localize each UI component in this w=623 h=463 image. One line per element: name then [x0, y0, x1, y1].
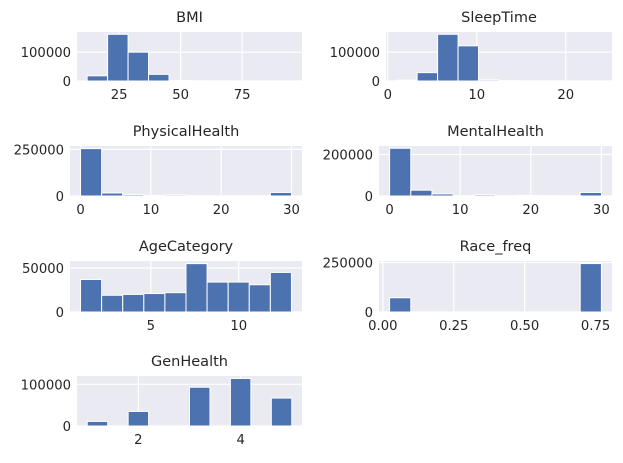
panel-title: PhysicalHealth: [133, 124, 240, 140]
x-tick-label: 10: [142, 203, 159, 218]
x-tick-label: 0: [384, 88, 392, 103]
bar: [269, 271, 292, 313]
bar: [127, 410, 150, 427]
panel-title: Race_freq: [460, 239, 532, 255]
bar: [107, 33, 129, 82]
x-tick-label: 0.00: [368, 319, 397, 334]
bar: [416, 72, 439, 82]
y-tick-label: 0: [365, 306, 373, 321]
bar: [389, 147, 412, 197]
y-tick-label: 0: [56, 190, 64, 205]
plot-area-race-freq: [379, 261, 612, 312]
bar: [478, 79, 500, 82]
bar: [579, 263, 602, 313]
bar: [86, 420, 109, 427]
panel-title: GenHealth: [151, 354, 228, 370]
panel-physicalhealth: PhysicalHealth 0 10 20 30 0 250000: [14, 124, 302, 218]
bar: [437, 33, 459, 82]
x-tick-label: 0: [76, 203, 84, 218]
panel-title: AgeCategory: [139, 239, 234, 255]
bar: [269, 191, 292, 197]
y-tick-label: 0: [372, 75, 380, 90]
x-tick-label: 10: [452, 203, 469, 218]
x-tick-label: 10: [468, 88, 485, 103]
bar: [101, 192, 124, 197]
plot-area-physicalhealth: [70, 146, 302, 196]
x-tick-label: 4: [236, 433, 244, 448]
y-tick-label: 50000: [22, 262, 64, 277]
bar: [457, 45, 480, 82]
y-tick-label: 0: [63, 420, 71, 435]
panel-title: MentalHealth: [447, 124, 544, 140]
bar: [227, 281, 250, 313]
y-tick-label: 100000: [330, 46, 380, 61]
bar: [579, 191, 602, 197]
y-tick-label: 200000: [323, 149, 373, 164]
bar: [143, 293, 166, 313]
bar: [410, 189, 433, 197]
y-tick-label: 250000: [323, 257, 373, 272]
x-tick-label: 25: [111, 88, 128, 103]
bar: [229, 378, 252, 427]
x-tick-label: 0: [385, 203, 393, 218]
panel-sleeptime: SleepTime 0 10 20 0 100000: [330, 10, 612, 103]
bar: [185, 263, 208, 313]
panel-title: BMI: [176, 10, 203, 26]
bar: [164, 292, 187, 313]
bar: [248, 284, 271, 313]
x-tick-label: 30: [593, 203, 610, 218]
bar: [206, 281, 229, 313]
x-tick-label: 75: [234, 88, 251, 103]
y-tick-label: 250000: [14, 143, 64, 158]
bar: [431, 193, 454, 197]
x-tick-label: 10: [230, 319, 247, 334]
y-tick-label: 100000: [21, 46, 71, 61]
y-tick-label: 0: [56, 306, 64, 321]
panel-bmi: BMI 25 50 75 0 100000: [21, 10, 302, 103]
y-tick-label: 0: [63, 75, 71, 90]
bar: [127, 51, 150, 82]
bar: [148, 73, 170, 82]
x-tick-label: 20: [557, 88, 574, 103]
bar: [80, 148, 103, 197]
bar: [189, 386, 211, 427]
bar: [143, 194, 166, 197]
bar: [270, 397, 293, 427]
x-tick-label: 2: [134, 433, 142, 448]
bar: [80, 278, 103, 313]
panel-agecategory: AgeCategory 5 10 0 50000: [22, 239, 302, 334]
x-tick-label: 0.50: [510, 319, 539, 334]
y-tick-label: 100000: [21, 378, 71, 393]
bar: [473, 194, 496, 197]
x-tick-label: 5: [147, 319, 155, 334]
panel-mentalhealth: MentalHealth 0 10 20 30 0 200000: [323, 124, 612, 218]
bar: [389, 297, 412, 313]
x-tick-label: 20: [213, 203, 230, 218]
bar: [101, 294, 124, 313]
panel-title: SleepTime: [461, 10, 537, 26]
bar: [122, 194, 145, 197]
bar: [396, 79, 418, 82]
x-tick-label: 30: [283, 203, 300, 218]
x-tick-label: 50: [172, 88, 189, 103]
plot-area-mentalhealth: [379, 146, 612, 196]
y-tick-label: 0: [365, 190, 373, 205]
bar: [164, 194, 187, 197]
bar: [122, 293, 145, 313]
bar: [516, 194, 539, 197]
bar: [168, 79, 190, 82]
panel-genhealth: GenHealth 2 4 0 100000: [21, 354, 302, 448]
panel-race-freq: Race_freq 0.00 0.25 0.50 0.75 0 250000: [323, 239, 612, 334]
x-tick-label: 0.25: [439, 319, 468, 334]
x-tick-label: 20: [522, 203, 539, 218]
bar: [86, 75, 109, 82]
x-tick-label: 0.75: [581, 319, 610, 334]
